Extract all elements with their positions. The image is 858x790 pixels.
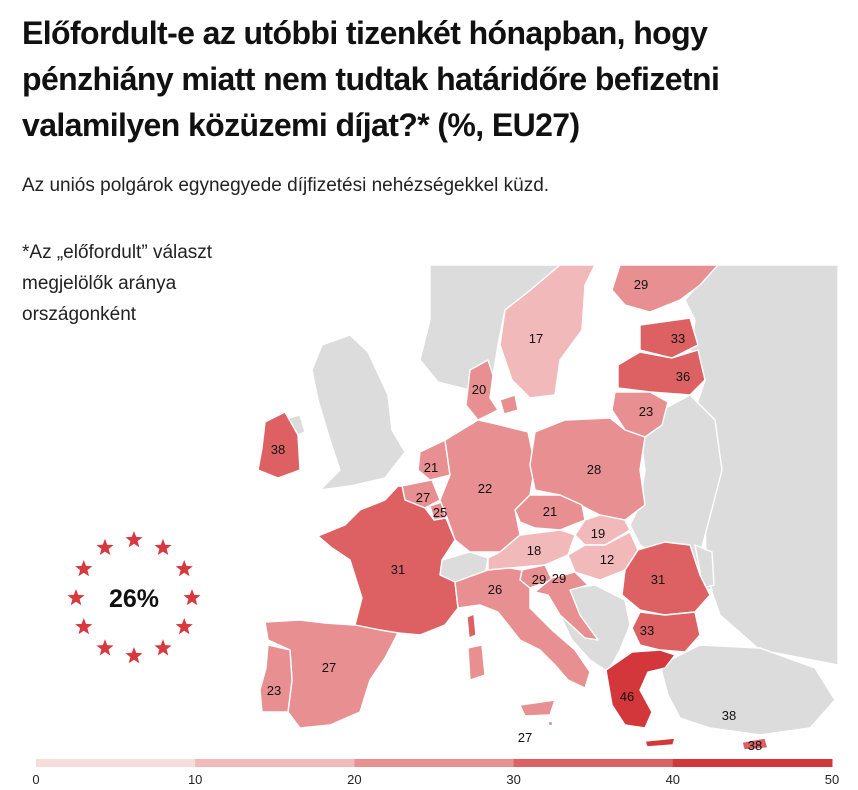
value-label-germany: 22 [478,481,492,496]
country-denmark-island[interactable] [499,394,519,415]
country-denmark[interactable] [465,359,499,421]
country-corsica[interactable] [466,613,477,639]
eu-star-9 [75,618,93,635]
value-label-italy: 26 [488,582,502,597]
legend-ticks: 0 10 20 30 40 50 [32,772,839,787]
value-label-greece: 46 [620,689,634,704]
country-cyprus[interactable] [741,737,769,751]
value-label-denmark: 20 [472,382,486,397]
value-label-spain: 27 [322,660,336,675]
value-label-latvia: 36 [676,369,690,384]
legend-tick-10: 10 [188,772,202,787]
legend-tick-0: 0 [32,772,39,787]
value-label-cyprus: 38 [748,738,762,753]
europe-map: 29 17 33 36 23 20 38 21 27 25 22 28 21 1… [257,265,838,753]
value-label-lithuania: 23 [639,404,653,419]
eu-star-1 [125,531,143,548]
country-finland[interactable] [611,265,719,313]
no-data-great-britain [311,334,406,491]
value-label-sweden: 17 [529,331,543,346]
eu-star-6 [154,639,172,656]
value-labels: 29 17 33 36 23 20 38 21 27 25 22 28 21 1… [267,277,762,753]
country-sicily[interactable] [519,699,556,717]
value-label-finland: 29 [634,277,648,292]
country-malta[interactable] [547,720,554,727]
country-latvia[interactable] [617,349,706,396]
country-netherlands[interactable] [417,439,451,481]
country-ireland[interactable] [257,411,301,479]
value-label-netherlands: 21 [424,460,438,475]
value-label-poland: 28 [587,462,601,477]
country-crete[interactable] [644,737,676,748]
country-france[interactable] [317,485,459,636]
value-label-czechia: 21 [543,504,557,519]
eu-star-2 [154,538,172,556]
no-data-balkans [559,584,631,674]
no-data-turkey [659,644,836,736]
eu-star-5 [175,618,193,635]
value-label-ireland: 38 [271,442,285,457]
value-label-slovakia: 19 [591,526,605,541]
eu-stars-icon [67,531,201,664]
eu-average-badge: 26% [67,531,201,664]
eu-star-7 [125,647,143,664]
eu-star-11 [75,560,93,577]
color-scale-legend: 0 10 20 30 40 50 [32,759,839,787]
legend-band-2 [195,759,355,767]
country-lithuania[interactable] [611,391,669,438]
country-portugal[interactable] [259,644,293,713]
legend-tick-40: 40 [666,772,680,787]
value-label-france: 31 [391,562,405,577]
page-title: Előfordult-e az utóbbi tizenkét hónapban… [22,15,720,143]
no-data-moldova [694,543,715,589]
country-greece[interactable] [605,649,676,729]
country-croatia[interactable] [534,571,599,641]
value-label-estonia: 33 [671,331,685,346]
country-sweden[interactable] [499,265,596,399]
value-label-croatia: 29 [552,571,566,586]
country-sardinia[interactable] [467,644,486,681]
eu-star-4 [183,589,201,606]
value-label-belgium: 27 [416,490,430,505]
eu-star-3 [175,560,193,577]
eu-average-value: 26% [109,585,159,613]
country-italy[interactable] [454,567,591,689]
value-label-austria: 18 [527,543,541,558]
value-label-slovenia: 29 [532,572,546,587]
country-slovakia[interactable] [574,514,631,546]
country-romania[interactable] [621,541,711,616]
value-label-turkey-area: 38 [722,708,736,723]
legend-band-4 [513,759,674,767]
legend-tick-20: 20 [347,772,361,787]
eu-star-10 [67,589,85,606]
value-label-bulgaria: 33 [640,623,654,638]
subtitle: Az uniós polgárok egynegyede díjfizetési… [22,175,550,196]
legend-band-5 [672,759,833,767]
eu-star-12 [96,538,114,556]
value-label-luxembourg: 25 [433,505,447,520]
legend-band-1 [36,759,196,767]
legend-tick-50: 50 [825,772,839,787]
value-label-portugal: 23 [267,683,281,698]
eu-star-8 [96,639,114,656]
value-label-malta: 27 [518,730,532,745]
country-bulgaria[interactable] [631,611,701,653]
eu-countries [257,265,769,751]
no-data-countries [281,265,838,736]
legend-bands [36,759,833,767]
legend-band-3 [354,759,515,767]
legend-tick-30: 30 [506,772,520,787]
country-estonia[interactable] [639,317,699,359]
value-label-hungary: 12 [600,552,614,567]
footnote: *Az „előfordult” választ megjelölők arán… [22,242,213,325]
value-label-romania: 31 [651,572,665,587]
